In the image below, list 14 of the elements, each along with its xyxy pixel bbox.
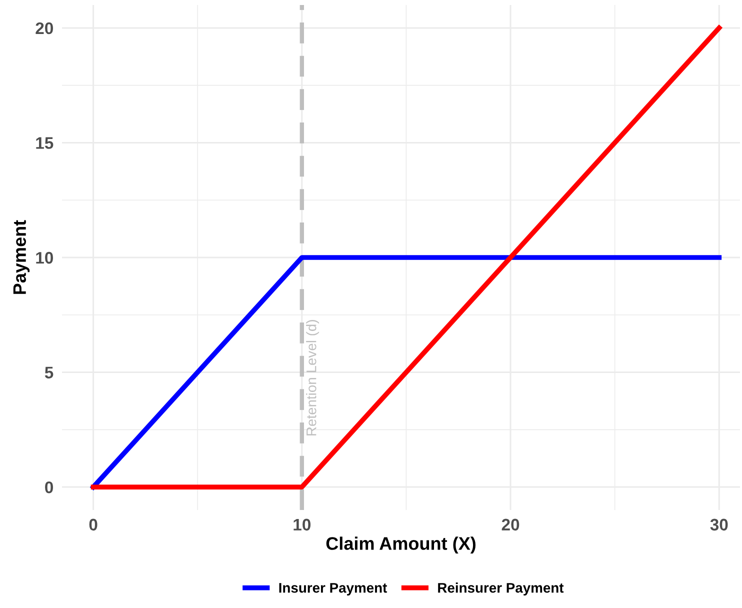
x-tick-label: 20 (502, 518, 520, 531)
y-tick-label: 15 (36, 137, 54, 149)
y-axis-title: Payment (13, 220, 30, 294)
legend-label: Reinsurer Payment (438, 582, 564, 596)
x-tick-label: 30 (710, 518, 728, 531)
y-tick-label: 20 (36, 22, 53, 34)
legend-label: Insurer Payment (279, 583, 388, 596)
y-tick-label: 5 (44, 366, 54, 378)
x-tick-label: 10 (294, 518, 310, 531)
ref-line-label: Retention Level (d) (306, 320, 320, 436)
y-tick-label: 10 (36, 252, 53, 264)
x-tick-label: 0 (89, 518, 98, 531)
y-tick-label: 0 (45, 481, 53, 494)
x-axis-title: Claim Amount (X) (326, 536, 476, 554)
